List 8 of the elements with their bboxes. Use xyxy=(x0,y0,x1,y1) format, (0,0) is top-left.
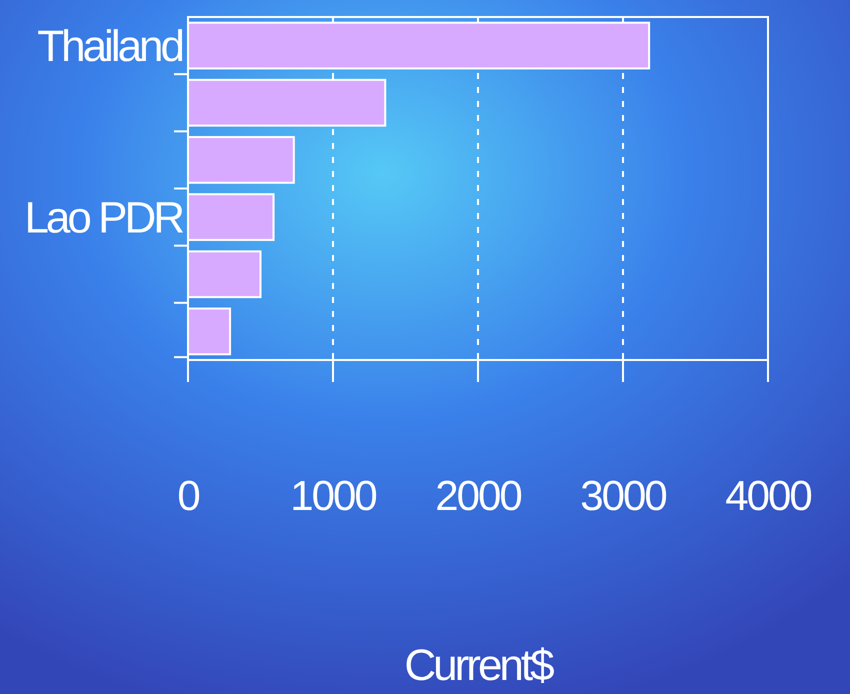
x-tick-label: 0 xyxy=(177,472,200,519)
x-tick-label: 3000 xyxy=(580,472,666,519)
x-tick-label: 1000 xyxy=(290,472,376,519)
x-axis-title: Current$ xyxy=(404,641,554,690)
x-tick-label: 2000 xyxy=(435,472,522,519)
y-tick-label: Lao PDR xyxy=(24,193,184,242)
x-tick-label: 4000 xyxy=(725,472,812,519)
y-tick-label: Thailand xyxy=(37,22,183,71)
